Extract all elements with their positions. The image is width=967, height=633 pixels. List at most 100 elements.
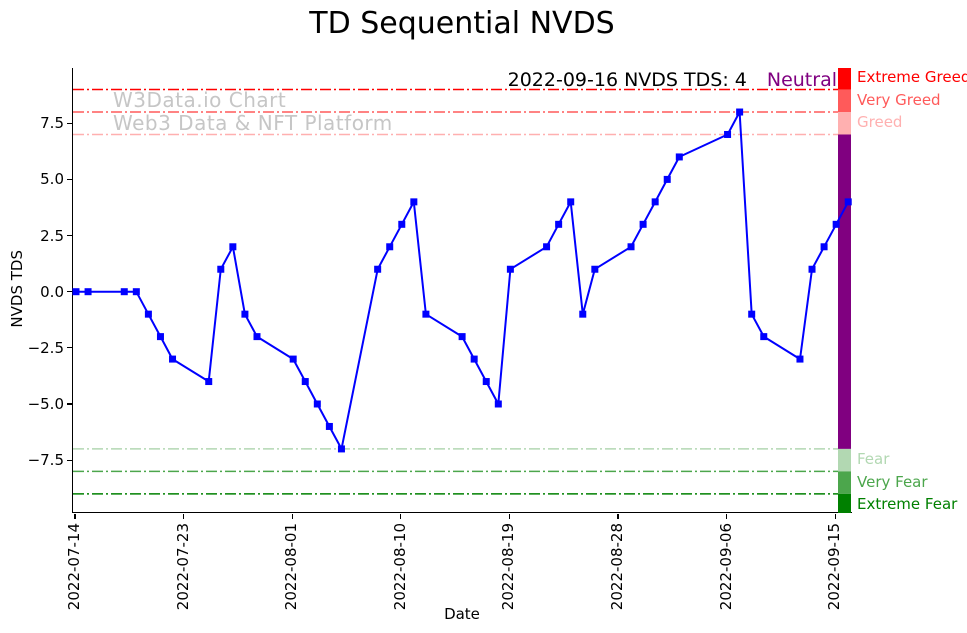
- data-point-marker: [820, 243, 828, 251]
- data-point-marker: [144, 310, 152, 318]
- x-tick-mark: [617, 514, 619, 519]
- data-point-marker: [241, 310, 249, 318]
- zone-label-extreme-fear: Extreme Fear: [857, 495, 958, 514]
- gauge-segment-very-greed: [838, 89, 851, 113]
- y-tick-label: 7.5: [40, 114, 64, 133]
- x-tick-label: 2022-08-01: [282, 523, 301, 611]
- x-tick-label: 2022-07-14: [65, 523, 83, 611]
- data-point-marker: [543, 243, 551, 251]
- data-point-marker: [84, 288, 92, 296]
- x-tick-label: 2022-08-19: [499, 523, 518, 611]
- data-point-marker: [627, 243, 635, 251]
- data-point-marker: [748, 310, 756, 318]
- data-point-marker: [482, 378, 490, 386]
- data-point-marker: [289, 355, 297, 363]
- data-point-marker: [301, 378, 309, 386]
- data-point-marker: [410, 198, 418, 206]
- x-tick-mark: [508, 514, 510, 519]
- annotation: 2022-09-16 NVDS TDS: 4 Neutral: [508, 70, 837, 91]
- data-point-marker: [72, 288, 80, 296]
- data-point-marker: [639, 220, 647, 228]
- data-point-marker: [591, 265, 599, 273]
- data-point-marker: [470, 355, 478, 363]
- x-tick-label: 2022-09-15: [825, 523, 844, 611]
- x-tick-label: 2022-08-10: [390, 523, 409, 611]
- y-tick-mark: [67, 459, 72, 461]
- data-point-marker: [555, 220, 563, 228]
- series-and-gauge-layer: [72, 68, 852, 513]
- y-tick-label: −7.5: [27, 451, 64, 470]
- data-point-marker: [724, 130, 732, 138]
- watermark-line2: Web3 Data & NFT Platform: [113, 111, 393, 135]
- data-point-marker: [398, 220, 406, 228]
- zone-label-fear: Fear: [857, 450, 890, 469]
- y-tick-mark: [67, 403, 72, 405]
- x-tick-mark: [74, 514, 76, 519]
- chart-title: TD Sequential NVDS: [309, 6, 615, 41]
- data-point-marker: [458, 333, 466, 341]
- data-point-marker: [325, 422, 333, 430]
- gauge-segment-extreme-fear: [838, 493, 851, 513]
- data-point-marker: [736, 108, 744, 116]
- gauge-segment-neutral: [838, 134, 851, 449]
- zone-label-very-greed: Very Greed: [857, 90, 941, 109]
- data-point-marker: [579, 310, 587, 318]
- x-axis-label: Date: [444, 605, 480, 623]
- data-point-marker: [374, 265, 382, 273]
- data-point-marker: [217, 265, 225, 273]
- x-tick-label: 2022-07-23: [173, 523, 192, 611]
- y-tick-label: −5.0: [27, 395, 64, 413]
- data-point-marker: [422, 310, 430, 318]
- y-tick-label: 0.0: [40, 282, 64, 301]
- y-tick-mark: [67, 347, 72, 349]
- data-point-marker: [253, 333, 261, 341]
- data-point-marker: [120, 288, 128, 296]
- x-tick-mark: [834, 514, 836, 519]
- data-point-marker: [337, 445, 345, 453]
- data-point-marker: [567, 198, 575, 206]
- zone-label-very-fear: Very Fear: [857, 472, 928, 491]
- data-point-marker: [386, 243, 394, 251]
- watermark-line1: W3Data.io Chart: [113, 88, 287, 112]
- y-tick-mark: [67, 291, 72, 293]
- zone-label-greed: Greed: [857, 113, 903, 132]
- x-tick-label: 2022-08-28: [607, 523, 626, 611]
- data-point-marker: [156, 333, 164, 341]
- data-point-marker: [132, 288, 140, 296]
- data-point-marker: [760, 333, 768, 341]
- data-point-marker: [169, 355, 177, 363]
- data-point-marker: [844, 198, 852, 206]
- series-line: [75, 111, 850, 450]
- data-point-marker: [796, 355, 804, 363]
- data-point-marker: [663, 175, 671, 183]
- data-point-marker: [675, 153, 683, 161]
- zone-label-extreme-greed: Extreme Greed: [857, 68, 967, 87]
- y-tick-mark: [67, 234, 72, 237]
- y-tick-label: 5.0: [40, 170, 64, 189]
- y-tick-label: −2.5: [27, 338, 64, 357]
- x-tick-mark: [182, 514, 185, 519]
- x-tick-mark: [400, 514, 402, 519]
- data-point-marker: [808, 265, 816, 273]
- annotation-status: Neutral: [766, 69, 837, 91]
- data-point-marker: [313, 400, 321, 408]
- data-point-marker: [229, 243, 237, 251]
- gauge-segment-extreme-greed: [838, 68, 851, 90]
- annotation-text: 2022-09-16 NVDS TDS: 4: [507, 69, 747, 91]
- data-point-marker: [494, 400, 502, 408]
- x-tick-mark: [725, 514, 728, 519]
- threshold-lines-layer: [73, 88, 838, 495]
- x-tick-mark: [291, 514, 293, 519]
- data-point-marker: [506, 265, 514, 273]
- plot-area: W3Data.io Chart Web3 Data & NFT Platform…: [72, 68, 852, 513]
- y-tick-label: 2.5: [40, 226, 64, 245]
- data-point-marker: [651, 198, 659, 206]
- data-point-marker: [205, 378, 213, 386]
- data-point-marker: [832, 220, 840, 228]
- gauge-segment-very-fear: [838, 471, 851, 494]
- y-tick-mark: [67, 178, 72, 180]
- x-tick-label: 2022-09-06: [716, 523, 735, 611]
- y-tick-mark: [67, 122, 72, 124]
- gauge-segment-fear: [838, 448, 851, 472]
